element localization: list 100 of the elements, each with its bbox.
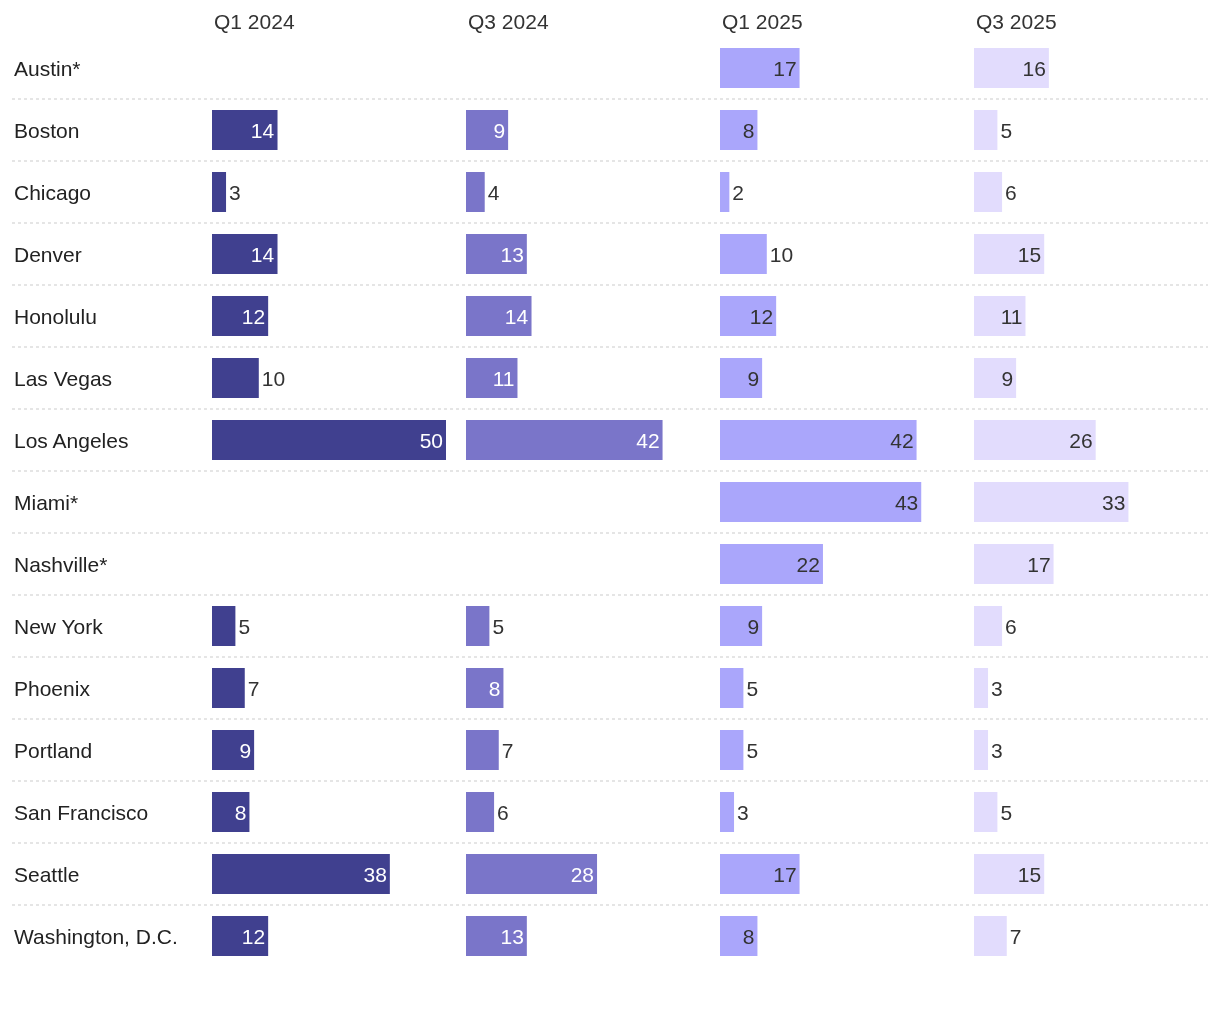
y-tick-label: San Francisco <box>14 801 149 824</box>
bar <box>212 110 278 150</box>
data-label: 12 <box>241 924 266 948</box>
bar <box>466 854 598 894</box>
bar <box>974 358 1017 398</box>
data-label: 10 <box>769 242 794 266</box>
bar <box>466 606 490 646</box>
data-label: 5 <box>1000 118 1013 142</box>
bar <box>720 296 777 336</box>
bar <box>720 420 917 460</box>
bar <box>212 172 227 212</box>
data-label: 8 <box>488 676 501 700</box>
bar <box>974 234 1045 274</box>
y-tick-label: Honolulu <box>14 305 97 328</box>
data-label: 7 <box>247 676 260 700</box>
data-label: 43 <box>894 490 919 514</box>
data-label: 5 <box>746 676 759 700</box>
bar <box>212 730 255 770</box>
data-label: 9 <box>239 738 252 762</box>
data-label: 5 <box>492 614 505 638</box>
bar <box>720 668 744 708</box>
y-tick-label: Phoenix <box>14 677 91 700</box>
bar <box>974 110 998 150</box>
bar <box>974 544 1054 584</box>
data-label: 15 <box>1017 862 1042 886</box>
bar <box>974 854 1045 894</box>
bar <box>212 234 278 274</box>
bar <box>974 730 989 770</box>
bar <box>974 606 1003 646</box>
data-label: 12 <box>241 304 266 328</box>
data-label: 50 <box>419 428 443 452</box>
bar <box>466 916 527 956</box>
data-label: 3 <box>737 800 749 824</box>
data-label: 33 <box>1102 490 1126 514</box>
data-label: 42 <box>636 428 660 452</box>
bar <box>466 792 495 832</box>
chart-title: Q1 2025 <box>722 10 803 33</box>
bar <box>466 668 504 708</box>
bar <box>974 48 1049 88</box>
bar <box>720 544 823 584</box>
data-label: 17 <box>773 56 797 80</box>
data-label: 38 <box>363 862 387 886</box>
bar <box>720 482 922 522</box>
bar <box>212 606 236 646</box>
bar <box>466 110 509 150</box>
data-label: 7 <box>501 738 514 762</box>
bar <box>466 730 499 770</box>
bar <box>974 296 1026 336</box>
data-label: 3 <box>991 676 1003 700</box>
bar <box>466 234 527 274</box>
bar <box>466 172 485 212</box>
y-tick-label: Los Angeles <box>14 429 129 452</box>
bar <box>212 296 269 336</box>
y-tick-label: Chicago <box>14 181 92 204</box>
data-label: 6 <box>1005 180 1017 204</box>
data-label: 13 <box>500 924 524 948</box>
y-tick-label: Denver <box>14 243 82 266</box>
data-label: 9 <box>747 614 760 638</box>
bar <box>974 916 1007 956</box>
y-tick-label: Las Vegas <box>14 367 113 390</box>
bar <box>212 420 446 460</box>
data-label: 3 <box>991 738 1003 762</box>
data-label: 16 <box>1022 56 1046 80</box>
bar <box>720 606 763 646</box>
data-label: 11 <box>492 366 515 390</box>
data-label: 22 <box>796 552 820 576</box>
data-label: 7 <box>1009 924 1022 948</box>
bar <box>212 916 269 956</box>
data-label: 17 <box>1027 552 1051 576</box>
bar <box>212 792 250 832</box>
bar <box>720 234 767 274</box>
bar <box>974 172 1003 212</box>
data-label: 9 <box>1001 366 1014 390</box>
bar <box>720 916 758 956</box>
bar <box>720 730 744 770</box>
data-label: 10 <box>261 366 286 390</box>
bar <box>720 48 800 88</box>
data-label: 12 <box>749 304 774 328</box>
bar <box>974 668 989 708</box>
y-tick-label: New York <box>14 615 104 638</box>
data-label: 5 <box>238 614 251 638</box>
bar <box>466 296 532 336</box>
chart-title: Q1 2024 <box>214 10 295 33</box>
bar <box>466 358 518 398</box>
data-label: 9 <box>493 118 506 142</box>
bar <box>212 668 245 708</box>
data-label: 5 <box>746 738 759 762</box>
data-label: 28 <box>570 862 595 886</box>
chart-title: Q3 2025 <box>976 10 1057 33</box>
y-tick-label: Austin* <box>14 57 81 80</box>
data-label: 15 <box>1017 242 1042 266</box>
bar <box>212 358 259 398</box>
y-tick-label: Portland <box>14 739 93 762</box>
data-label: 9 <box>747 366 760 390</box>
data-label: 8 <box>234 800 247 824</box>
data-label: 17 <box>773 862 797 886</box>
data-label: 8 <box>742 118 755 142</box>
data-label: 2 <box>732 180 745 204</box>
y-tick-label: Boston <box>14 119 80 142</box>
data-label: 11 <box>1000 304 1023 328</box>
